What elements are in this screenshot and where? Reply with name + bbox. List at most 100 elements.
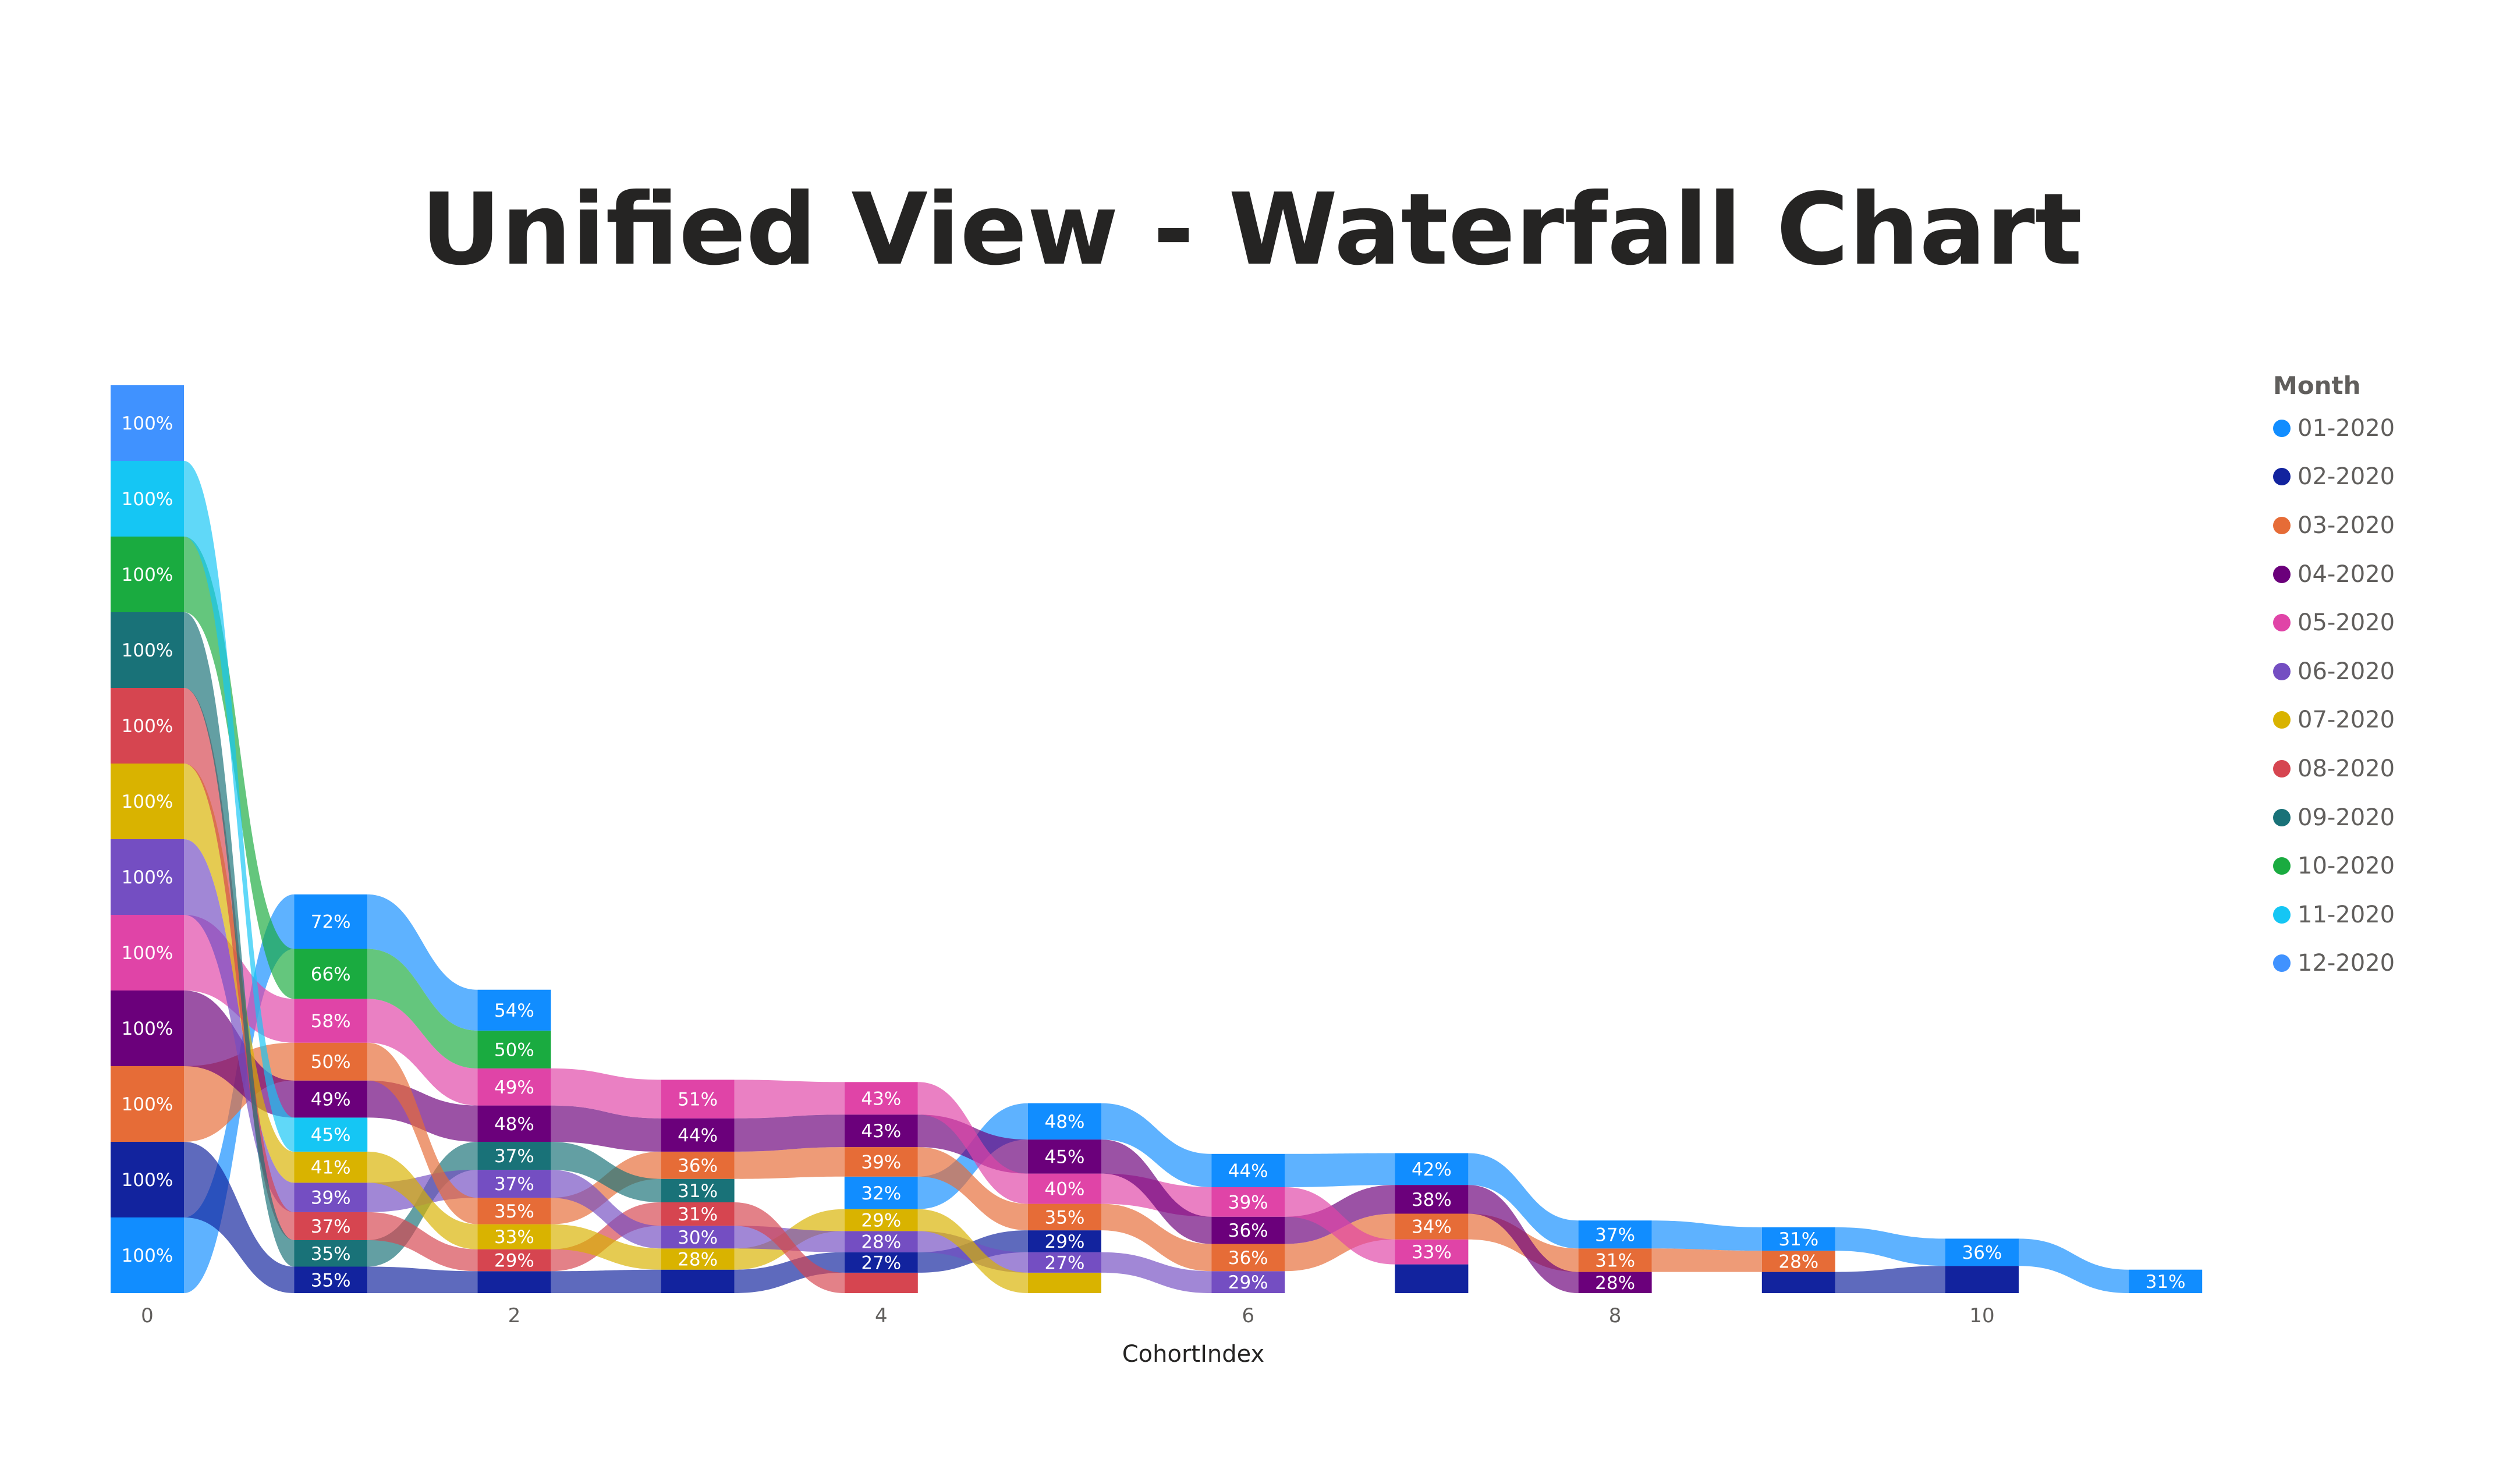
segment-10-2020-col-1[interactable] <box>294 949 368 999</box>
segment-06-2020-col-2[interactable] <box>477 1170 551 1198</box>
ribbon-06-2020[interactable] <box>184 839 295 1212</box>
segment-01-2020-col-2[interactable] <box>477 989 551 1031</box>
segment-01-2020-col-4[interactable] <box>844 1176 918 1209</box>
ribbon-02-2020[interactable] <box>367 1266 478 1294</box>
segment-04-2020-col-4[interactable] <box>844 1114 918 1148</box>
segment-02-2020-col-5[interactable] <box>1028 1230 1101 1252</box>
ribbon-10-2020[interactable] <box>367 949 478 1068</box>
segment-11-2020-col-0[interactable] <box>111 461 184 537</box>
segment-07-2020-col-3[interactable] <box>661 1248 735 1270</box>
ribbon-06-2020[interactable] <box>551 1170 661 1249</box>
ribbon-02-2020[interactable] <box>184 1142 295 1293</box>
segment-01-2020-col-10[interactable] <box>1945 1238 2019 1266</box>
segment-08-2020-col-2[interactable] <box>477 1249 551 1272</box>
ribbon-10-2020[interactable] <box>184 537 295 999</box>
ribbon-01-2020[interactable] <box>1285 1153 1395 1188</box>
ribbon-01-2020[interactable] <box>2019 1238 2129 1293</box>
ribbon-11-2020[interactable] <box>184 461 295 1152</box>
segment-03-2020-col-5[interactable] <box>1028 1203 1101 1231</box>
legend-item-02-2020[interactable]: 02-2020 <box>2273 453 2494 502</box>
segment-04-2020-col-1[interactable] <box>294 1080 368 1118</box>
ribbon-04-2020[interactable] <box>1468 1185 1579 1293</box>
segment-01-2020-col-8[interactable] <box>1578 1220 1652 1249</box>
segment-06-2020-col-5[interactable] <box>1028 1252 1101 1273</box>
segment-07-2020-col-0[interactable] <box>111 764 184 839</box>
ribbon-03-2020[interactable] <box>367 1042 478 1224</box>
segment-04-2020-col-2[interactable] <box>477 1105 551 1142</box>
segment-04-2020-col-0[interactable] <box>111 990 184 1066</box>
segment-06-2020-col-3[interactable] <box>661 1226 735 1249</box>
segment-02-2020-col-7[interactable] <box>1395 1264 1469 1293</box>
ribbon-07-2020[interactable] <box>917 1209 1028 1293</box>
segment-08-2020-col-4[interactable] <box>844 1272 918 1293</box>
ribbon-07-2020[interactable] <box>367 1151 478 1249</box>
legend-item-05-2020[interactable]: 05-2020 <box>2273 598 2494 647</box>
ribbon-09-2020[interactable] <box>551 1142 661 1202</box>
segment-02-2020-col-0[interactable] <box>111 1142 184 1217</box>
segment-02-2020-col-1[interactable] <box>294 1266 368 1294</box>
segment-04-2020-col-6[interactable] <box>1211 1216 1285 1244</box>
segment-03-2020-col-0[interactable] <box>111 1066 184 1142</box>
ribbon-01-2020[interactable] <box>1651 1220 1762 1251</box>
segment-03-2020-col-8[interactable] <box>1578 1248 1652 1272</box>
ribbon-03-2020[interactable] <box>1651 1248 1762 1272</box>
legend-item-12-2020[interactable]: 12-2020 <box>2273 939 2494 988</box>
segment-06-2020-col-0[interactable] <box>111 839 184 915</box>
segment-03-2020-col-9[interactable] <box>1761 1251 1835 1272</box>
segment-06-2020-col-1[interactable] <box>294 1183 368 1212</box>
segment-03-2020-col-1[interactable] <box>294 1042 368 1081</box>
segment-05-2020-col-7[interactable] <box>1395 1239 1469 1265</box>
ribbon-07-2020[interactable] <box>551 1224 661 1270</box>
segment-03-2020-col-4[interactable] <box>844 1147 918 1177</box>
segment-10-2020-col-0[interactable] <box>111 537 184 612</box>
segment-06-2020-col-4[interactable] <box>844 1231 918 1252</box>
segment-04-2020-col-3[interactable] <box>661 1118 735 1152</box>
segment-03-2020-col-2[interactable] <box>477 1198 551 1224</box>
ribbon-04-2020[interactable] <box>367 1080 478 1142</box>
ribbon-04-2020[interactable] <box>734 1114 845 1152</box>
segment-08-2020-col-1[interactable] <box>294 1212 368 1240</box>
segment-10-2020-col-2[interactable] <box>477 1030 551 1068</box>
ribbon-02-2020[interactable] <box>1835 1266 1945 1293</box>
ribbon-01-2020[interactable] <box>1101 1103 1212 1187</box>
ribbon-05-2020[interactable] <box>367 999 478 1106</box>
ribbon-03-2020[interactable] <box>1285 1213 1395 1272</box>
segment-02-2020-col-4[interactable] <box>844 1252 918 1273</box>
segment-09-2020-col-0[interactable] <box>111 612 184 688</box>
legend-item-06-2020[interactable]: 06-2020 <box>2273 647 2494 696</box>
segment-01-2020-col-0[interactable] <box>111 1217 184 1293</box>
ribbon-01-2020[interactable] <box>1468 1153 1579 1249</box>
segment-02-2020-col-2[interactable] <box>477 1271 551 1293</box>
segment-03-2020-col-6[interactable] <box>1211 1244 1285 1272</box>
segment-02-2020-col-10[interactable] <box>1945 1266 2019 1293</box>
segment-05-2020-col-2[interactable] <box>477 1068 551 1106</box>
segment-03-2020-col-3[interactable] <box>661 1151 735 1179</box>
legend-item-10-2020[interactable]: 10-2020 <box>2273 842 2494 890</box>
segment-08-2020-col-0[interactable] <box>111 688 184 764</box>
segment-09-2020-col-2[interactable] <box>477 1142 551 1170</box>
segment-05-2020-col-4[interactable] <box>844 1082 918 1115</box>
segment-02-2020-col-3[interactable] <box>661 1269 735 1293</box>
ribbon-09-2020[interactable] <box>184 612 295 1267</box>
segment-03-2020-col-7[interactable] <box>1395 1213 1469 1240</box>
legend-item-09-2020[interactable]: 09-2020 <box>2273 793 2494 842</box>
segment-08-2020-col-3[interactable] <box>661 1202 735 1226</box>
segment-07-2020-col-1[interactable] <box>294 1151 368 1183</box>
segment-04-2020-col-7[interactable] <box>1395 1185 1469 1214</box>
segment-01-2020-col-5[interactable] <box>1028 1103 1101 1140</box>
ribbon-04-2020[interactable] <box>1101 1139 1212 1244</box>
ribbon-02-2020[interactable] <box>551 1269 661 1293</box>
ribbon-01-2020[interactable] <box>367 894 478 1031</box>
ribbon-03-2020[interactable] <box>551 1151 661 1224</box>
ribbon-04-2020[interactable] <box>551 1105 661 1152</box>
segment-07-2020-col-2[interactable] <box>477 1224 551 1249</box>
segment-05-2020-col-3[interactable] <box>661 1080 735 1119</box>
legend-item-08-2020[interactable]: 08-2020 <box>2273 744 2494 793</box>
ribbon-08-2020[interactable] <box>734 1202 845 1293</box>
ribbon-03-2020[interactable] <box>917 1147 1028 1231</box>
segment-05-2020-col-1[interactable] <box>294 999 368 1043</box>
ribbon-05-2020[interactable] <box>551 1068 661 1119</box>
segment-01-2020-col-6[interactable] <box>1211 1153 1285 1187</box>
segment-06-2020-col-6[interactable] <box>1211 1271 1285 1293</box>
segment-01-2020-col-9[interactable] <box>1761 1227 1835 1251</box>
